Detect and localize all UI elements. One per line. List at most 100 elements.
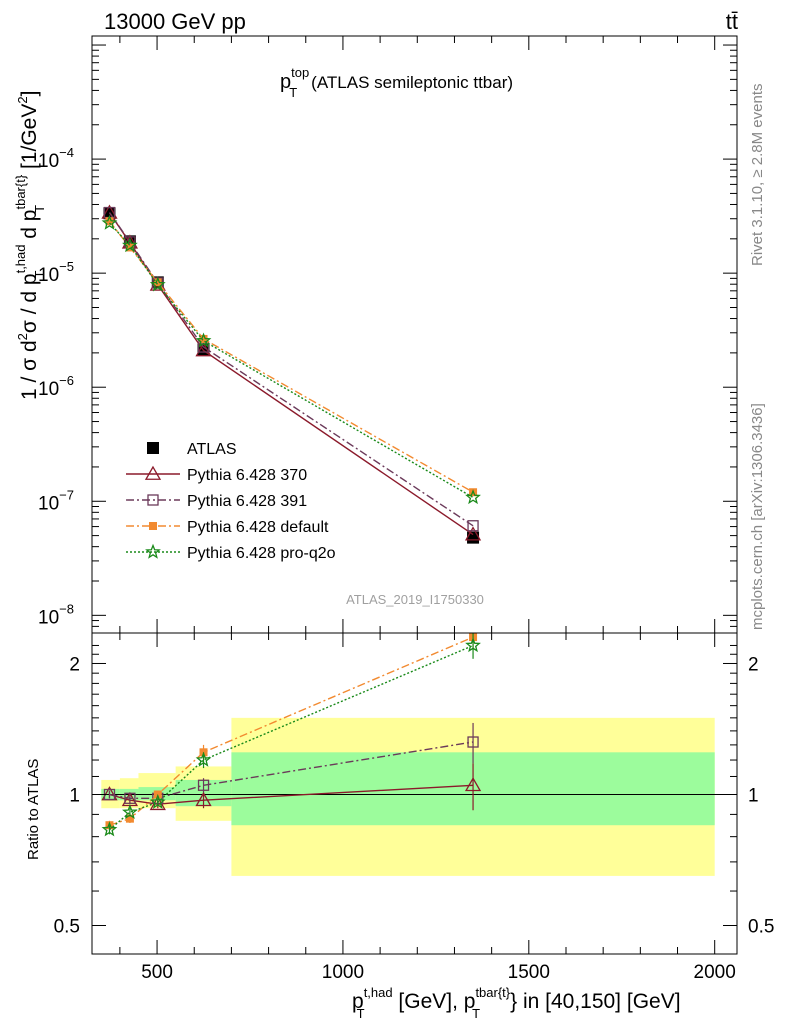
ylabel-part3-sub: T [32, 205, 47, 213]
marker-star-open [195, 751, 212, 767]
series-line [108, 212, 474, 536]
series-line [108, 222, 474, 499]
x-axis-label: pt,had T [GeV], ptbar{t} T } in [40,150] [G… [352, 985, 681, 1021]
series-line [108, 220, 474, 493]
marker-square-filled [147, 442, 159, 454]
series-pythia-6-428-default [105, 217, 478, 497]
main-series-group [101, 204, 482, 544]
marker-star-open [149, 276, 166, 292]
marker-star-open [122, 804, 138, 820]
legend-entry: Pythia 6.428 370 [126, 465, 307, 484]
xlabel-b-sub: T [472, 1006, 480, 1021]
ylabel-part1-sup: 2 [15, 333, 30, 340]
legend-label: Pythia 6.428 pro-q2o [187, 545, 336, 562]
ylabel-part1: 1 / σ d [18, 340, 41, 400]
ratio-y-tick-label-left: 1 [69, 785, 80, 806]
main-y-tick-label: 10−8 [38, 601, 74, 628]
main-y-tick-label-base: 10 [38, 493, 59, 514]
mcplots-label: mcplots.cern.ch [arXiv:1306.3436] [749, 403, 766, 630]
main-y-tick-label-exp: −5 [59, 259, 74, 274]
main-y-tick-label: 10−6 [38, 373, 74, 400]
x-tick-label: 2000 [694, 962, 736, 983]
ratio-plot-frame [91, 632, 738, 955]
legend-label: Pythia 6.428 370 [187, 467, 307, 484]
legend-entry: Pythia 6.428 default [126, 519, 329, 536]
marker-star-open [101, 214, 118, 230]
main-y-tick-label-base: 10 [38, 265, 59, 286]
legend-entry: Pythia 6.428 pro-q2o [126, 543, 336, 562]
marker-square-small [125, 814, 134, 823]
main-y-tick-label-exp: −8 [59, 601, 74, 616]
ylabel-part2-sup: t,had [13, 245, 28, 274]
main-y-tick-label-base: 10 [38, 379, 59, 400]
header-left: 13000 GeV pp [104, 9, 246, 34]
title-sup: top [291, 65, 309, 80]
marker-square-small [125, 243, 134, 252]
x-tick-label: 1000 [322, 962, 364, 983]
marker-square-filled [467, 531, 480, 544]
title-text: (ATLAS semileptonic ttbar) [311, 73, 513, 92]
main-y-tick-label-base: 10 [38, 607, 59, 628]
marker-square-open [467, 520, 479, 532]
main-y-tick-label-exp: −7 [59, 487, 74, 502]
ratio-series-group [101, 633, 482, 837]
xlabel-c: } in [40,150] [GeV] [510, 990, 680, 1013]
legend: ATLAS Pythia 6.428 370 Pythia 6.428 391 Pyt… [126, 441, 336, 562]
series-pythia-6-428-370 [101, 204, 482, 541]
main-y-tick-label-base: 10 [38, 151, 59, 172]
header-right: tt̄ [726, 9, 738, 34]
marker-square-open [467, 736, 479, 748]
ylabel-part4: [1/GeV [18, 104, 41, 175]
marker-star-open [101, 821, 118, 837]
marker-star-open [122, 237, 138, 253]
marker-square-small [153, 278, 162, 287]
title-sub: T [289, 85, 297, 100]
main-y-tick-label-exp: −4 [59, 145, 74, 160]
ratio-y-tick-label-left: 0.5 [54, 916, 80, 937]
main-y-tick-label: 10−4 [38, 145, 74, 172]
ratio-y-tick-label-right: 0.5 [748, 916, 774, 937]
ylabel-part3-sup: tbar{t} [13, 174, 28, 209]
main-y-tick-label: 10−5 [38, 259, 74, 286]
ratio-y-tick-label-left: 2 [69, 654, 80, 675]
marker-square-open [197, 779, 210, 791]
marker-square-small [149, 522, 157, 530]
legend-entry: Pythia 6.428 391 [126, 493, 307, 510]
marker-star-open [145, 543, 161, 559]
analysis-watermark: ATLAS_2019_I1750330 [346, 592, 484, 607]
legend-label: Pythia 6.428 default [187, 519, 329, 536]
marker-triangle-open [144, 465, 162, 480]
marker-square-small [199, 334, 208, 343]
marker-square-open [124, 792, 136, 804]
main-y-axis-label: 1 / σ d2σ / d pt,hadT d ptbar{t} T [1/GeV… [13, 91, 47, 400]
marker-square-open [147, 494, 159, 506]
ylabel-part5: ] [18, 91, 41, 97]
main-x-ticks [119, 36, 716, 633]
ratio-y-axis-label: Ratio to ATLAS [25, 759, 42, 860]
main-y-tick-label-exp: −6 [59, 373, 74, 388]
title-p: p [280, 71, 291, 93]
series-pythia-6-428-pro-q2o [101, 214, 481, 505]
xlabel-a-sup: t,had [364, 985, 393, 1000]
xlabel-b-sup: tbar{t} [475, 985, 510, 1000]
xlabel-b: [GeV], p [393, 990, 476, 1013]
marker-triangle-open [464, 526, 482, 541]
ratio-uncertainty-bands [101, 717, 715, 876]
ylabel-part3: d p [18, 210, 41, 245]
marker-star-open [465, 637, 481, 653]
ylabel-part2-sub: T [32, 271, 47, 279]
rivet-label: Rivet 3.1.10, ≥ 2.8M events [749, 84, 766, 267]
ratio-y-tick-label-right: 2 [748, 654, 759, 675]
ylabel-part2: σ / d p [18, 273, 41, 333]
x-tick-label: 500 [141, 962, 173, 983]
xlabel-a: p [352, 990, 364, 1013]
marker-star-open [195, 332, 212, 348]
marker-triangle-open [195, 342, 212, 357]
legend-label: ATLAS [187, 441, 237, 458]
x-tick-label: 1500 [508, 962, 550, 983]
ratio-y-tick-label-right: 1 [748, 785, 759, 806]
main-y-ticks: 10−810−710−610−510−4 [38, 44, 737, 634]
xlabel-a-sub: T [357, 1006, 365, 1021]
ylabel-part4-sup: 2 [15, 96, 30, 103]
main-plot-frame [91, 35, 738, 634]
